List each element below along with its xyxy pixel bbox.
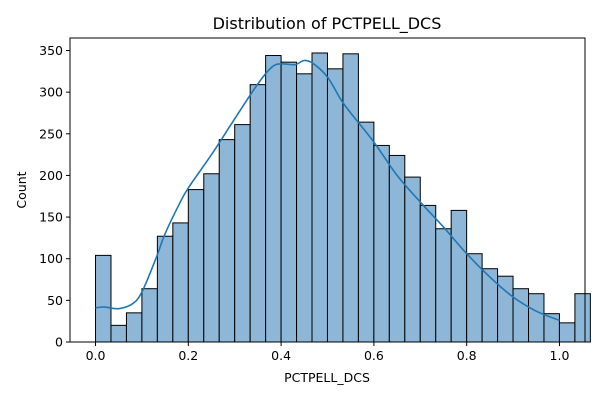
histogram-bar [265, 54, 282, 343]
histogram-bar [234, 124, 251, 343]
axes: 0.0 0.2 0.4 0.6 0.8 1.0 0 50 100 150 200 250 300 350 [39, 37, 586, 363]
histogram-bar [311, 52, 328, 343]
histogram-bar [125, 312, 143, 343]
y-axis-label: Count [14, 171, 29, 208]
histogram-bar [187, 189, 205, 343]
y-tick-label: 300 [39, 85, 63, 100]
histogram-bar [156, 235, 174, 343]
histogram-bar [435, 228, 452, 343]
chart-title: Distribution of PCTPELL_DCS [213, 14, 442, 34]
histogram-bar [574, 293, 591, 343]
x-tick-label: 0.8 [457, 348, 477, 363]
histogram-bar [388, 154, 406, 343]
plot-frame [69, 37, 586, 343]
histogram-bar [404, 176, 421, 343]
histogram-bar [110, 324, 127, 343]
y-tick-label: 150 [39, 210, 63, 225]
histogram-bar [203, 173, 220, 343]
histogram-bar [141, 288, 158, 343]
y-tick-label: 200 [39, 168, 63, 183]
x-tick-label: 0.0 [86, 348, 106, 363]
histogram-bar [512, 288, 530, 343]
histogram-bar [342, 53, 359, 343]
x-tick-label: 1.0 [550, 348, 570, 363]
y-tick-label: 350 [39, 43, 63, 58]
histogram-bar [373, 144, 390, 343]
kde-curve [95, 59, 560, 322]
y-tick-label: 50 [47, 293, 63, 308]
x-tick-label: 0.2 [178, 348, 198, 363]
histogram-bar [326, 68, 344, 343]
histogram-bar [296, 73, 313, 343]
histogram-bar [249, 84, 267, 343]
y-tick-label: 250 [39, 126, 63, 141]
histogram-bar [419, 204, 437, 343]
histogram-bar [357, 121, 375, 343]
histogram-bar [528, 293, 545, 343]
histogram-bar [172, 222, 189, 343]
histogram-bar [95, 254, 112, 343]
histogram-bars [95, 52, 591, 343]
x-tick-label: 0.6 [364, 348, 384, 363]
histogram-bar [218, 139, 236, 343]
y-tick-label: 0 [55, 335, 63, 350]
x-tick-label: 0.4 [271, 348, 291, 363]
histogram-bar [558, 322, 576, 343]
y-tick-label: 100 [39, 251, 63, 266]
histogram-bar [481, 268, 499, 343]
histogram-bar [280, 61, 298, 343]
x-axis-label: PCTPELL_DCS [284, 370, 370, 385]
histogram-bar [450, 209, 468, 343]
